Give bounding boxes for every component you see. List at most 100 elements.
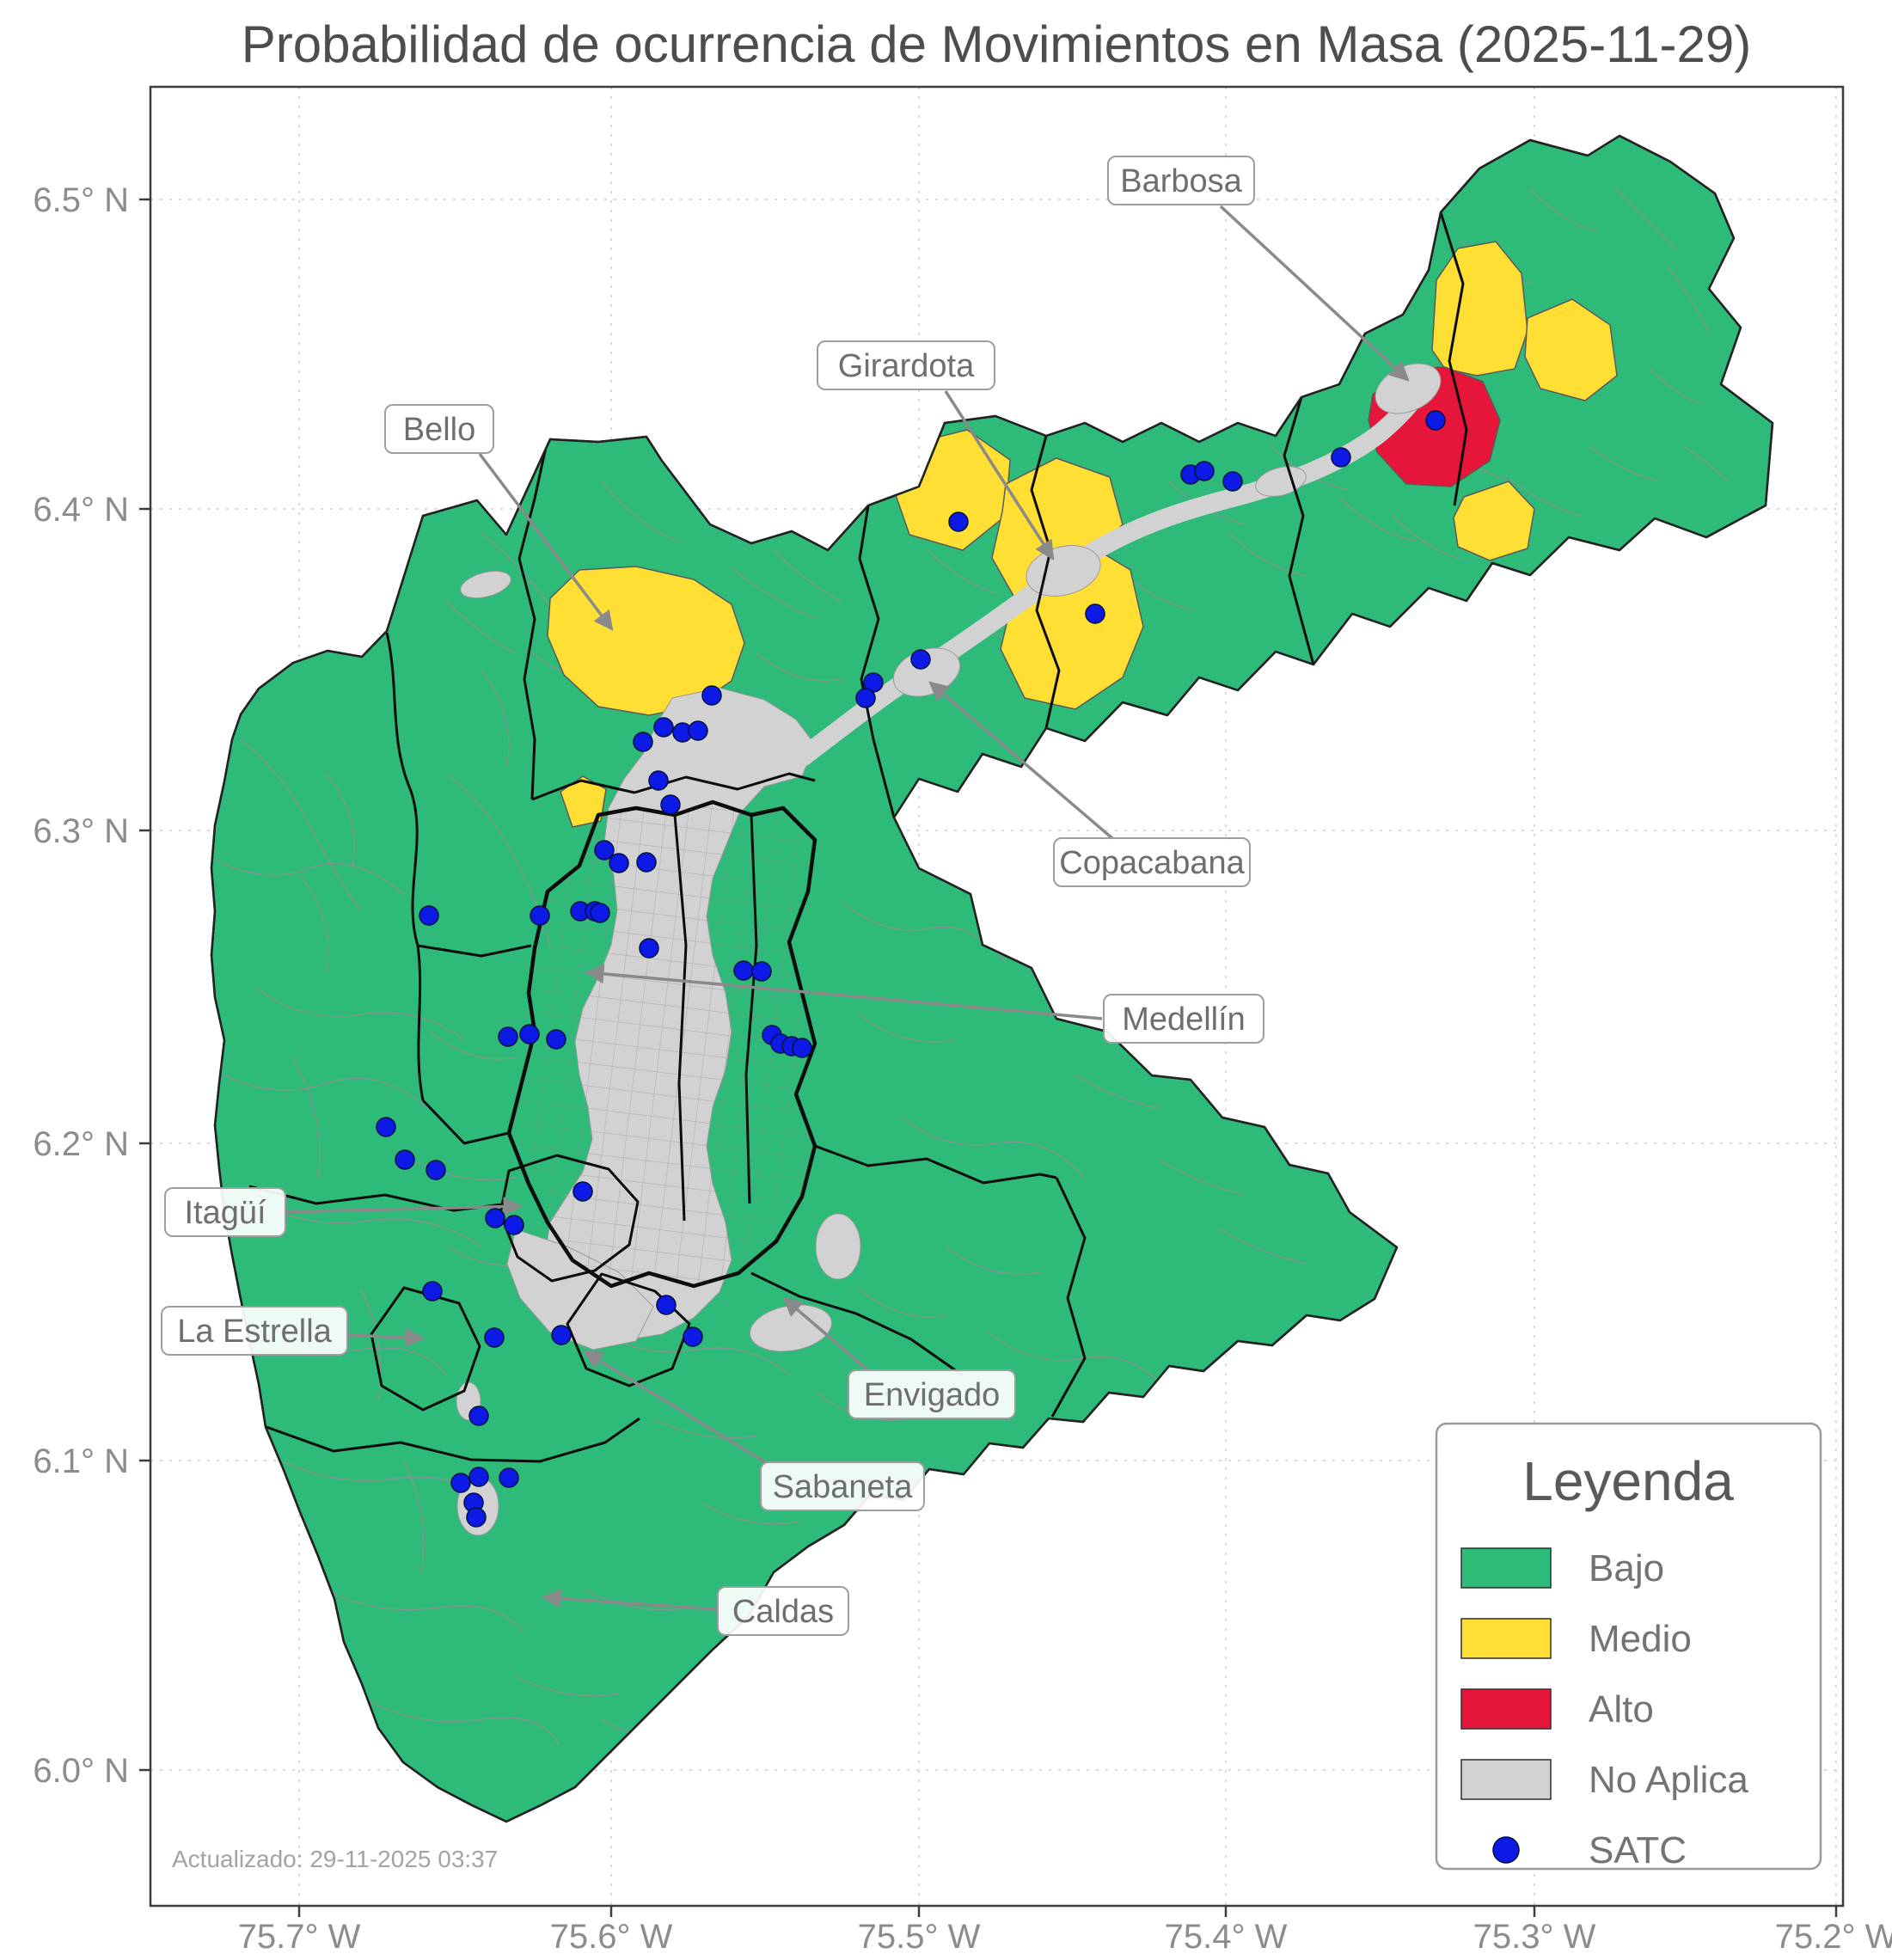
satc-marker	[426, 1160, 446, 1180]
updated-timestamp: Actualizado: 29-11-2025 03:37	[172, 1846, 498, 1872]
annotation-itagui: Itagüí	[164, 1187, 286, 1237]
urban-northwest-spot	[460, 570, 511, 599]
satc-marker	[609, 853, 629, 873]
satc-marker	[1425, 410, 1446, 431]
legend-item-bajo: Bajo	[1460, 1547, 1664, 1589]
annotation-bello: Bello	[384, 404, 494, 454]
annotation-label: Girardota	[838, 348, 975, 384]
x-axis-labels: 75.7° W 75.6° W 75.5° W 75.4° W 75.3° W …	[238, 1918, 1892, 1956]
legend: Leyenda Bajo Medio Alto No Aplica SATC	[1435, 1422, 1822, 1871]
satc-markers	[376, 410, 1446, 1528]
annotation-sabaneta: Sabaneta	[760, 1461, 925, 1511]
urban-block-mesh	[509, 802, 815, 1286]
satc-marker	[450, 1473, 471, 1493]
annotation-caldas: Caldas	[717, 1586, 849, 1636]
satc-marker	[1331, 447, 1351, 468]
satc-marker	[395, 1149, 415, 1170]
satc-marker	[751, 961, 772, 982]
svg-text:6.1° N: 6.1° N	[33, 1442, 129, 1480]
satc-marker	[376, 1117, 396, 1137]
annotation-label: Copacabana	[1059, 845, 1245, 881]
svg-text:75.5° W: 75.5° W	[858, 1918, 981, 1956]
medium-zone-west-small	[560, 775, 607, 828]
plot-frame	[149, 85, 1845, 1908]
svg-text:75.4° W: 75.4° W	[1165, 1918, 1288, 1956]
satc-marker	[688, 720, 708, 741]
urban-envigado-east	[815, 1213, 861, 1280]
satc-marker	[648, 770, 669, 791]
annotation-arrows	[281, 205, 1410, 1611]
svg-text:75.6° W: 75.6° W	[550, 1918, 673, 1956]
axis-tickmarks	[139, 198, 1838, 1917]
satc-marker	[653, 717, 674, 738]
satc-marker	[948, 511, 969, 532]
satc-marker	[466, 1507, 487, 1528]
svg-text:75.7° W: 75.7° W	[238, 1918, 361, 1956]
satc-marker	[485, 1208, 505, 1228]
annotation-copacabana: Copacabana	[1053, 837, 1251, 887]
annotation-label: Caldas	[732, 1594, 834, 1630]
satc-marker	[504, 1215, 524, 1235]
satc-marker	[633, 732, 653, 752]
medium-zone-barbosa-south	[1453, 481, 1535, 561]
satc-marker	[519, 1024, 540, 1044]
annotation-label: Envigado	[864, 1377, 1000, 1413]
y-axis-labels: 6.5° N 6.4° N 6.3° N 6.2° N 6.1° N 6.0° …	[33, 181, 129, 1790]
legend-satc-marker	[1492, 1836, 1520, 1864]
satc-marker	[419, 905, 439, 926]
satc-marker	[636, 852, 657, 873]
annotation-medellin: Medellín	[1103, 994, 1264, 1044]
annotation-label: La Estrella	[177, 1314, 332, 1350]
svg-text:6.3° N: 6.3° N	[33, 812, 129, 850]
legend-background	[1435, 1422, 1822, 1871]
annotation-label: Sabaneta	[773, 1469, 914, 1505]
satc-marker	[660, 794, 681, 815]
satc-marker	[1222, 471, 1243, 492]
satc-marker	[498, 1026, 518, 1047]
svg-text:75.2° W: 75.2° W	[1775, 1918, 1892, 1956]
medium-zone-barbosa-north	[1431, 241, 1528, 377]
svg-text:No Aplica: No Aplica	[1589, 1759, 1748, 1801]
svg-text:Alto: Alto	[1589, 1688, 1654, 1730]
satc-marker	[468, 1406, 489, 1426]
legend-item-no-aplica: No Aplica	[1460, 1759, 1748, 1801]
page-title: Probabilidad de ocurrencia de Movimiento…	[242, 15, 1752, 73]
satc-marker	[468, 1467, 489, 1487]
annotation-barbosa: Barbosa	[1107, 156, 1255, 205]
annotation-la-estrella: La Estrella	[161, 1306, 348, 1356]
satc-marker	[910, 649, 931, 670]
satc-marker	[683, 1326, 703, 1347]
satc-marker	[484, 1327, 505, 1348]
satc-marker	[572, 1181, 593, 1202]
satc-marker	[594, 840, 615, 861]
svg-text:6.5° N: 6.5° N	[33, 181, 129, 219]
satc-marker	[1085, 603, 1105, 624]
svg-text:SATC: SATC	[1589, 1829, 1687, 1871]
satc-marker	[656, 1295, 677, 1315]
annotation-envigado: Envigado	[848, 1369, 1016, 1419]
satc-marker	[590, 903, 610, 923]
satc-marker	[1194, 461, 1215, 481]
svg-text:6.0° N: 6.0° N	[33, 1752, 129, 1790]
satc-marker	[530, 905, 550, 926]
annotation-girardota: Girardota	[817, 340, 995, 390]
svg-text:6.2° N: 6.2° N	[33, 1125, 129, 1163]
svg-text:6.4° N: 6.4° N	[33, 491, 129, 529]
svg-text:Bajo: Bajo	[1589, 1547, 1664, 1589]
satc-marker	[733, 960, 754, 981]
satc-marker	[792, 1038, 812, 1058]
satc-marker	[639, 938, 659, 959]
svg-text:Medio: Medio	[1589, 1618, 1692, 1660]
legend-item-satc: SATC	[1492, 1829, 1687, 1871]
svg-text:75.3° W: 75.3° W	[1473, 1918, 1596, 1956]
annotation-label: Barbosa	[1120, 163, 1242, 199]
satc-marker	[499, 1467, 519, 1488]
annotation-label: Bello	[403, 412, 476, 448]
annotation-label: Medellín	[1122, 1001, 1246, 1038]
annotation-label: Itagüí	[184, 1195, 266, 1231]
satc-marker	[546, 1029, 566, 1050]
satc-marker	[855, 688, 876, 708]
satc-marker	[422, 1281, 443, 1302]
medium-zone-barbosa-east	[1524, 298, 1618, 401]
